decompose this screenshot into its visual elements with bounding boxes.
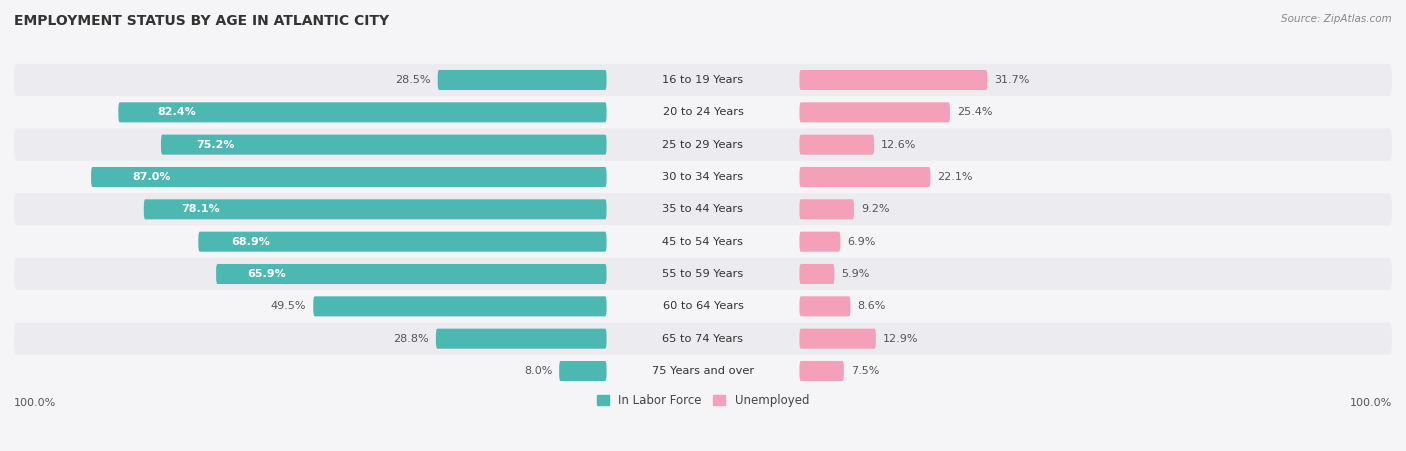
FancyBboxPatch shape: [560, 361, 606, 381]
Text: 55 to 59 Years: 55 to 59 Years: [662, 269, 744, 279]
Text: 8.0%: 8.0%: [524, 366, 553, 376]
Text: 25 to 29 Years: 25 to 29 Years: [662, 140, 744, 150]
FancyBboxPatch shape: [118, 102, 606, 122]
Text: 20 to 24 Years: 20 to 24 Years: [662, 107, 744, 117]
FancyBboxPatch shape: [800, 361, 844, 381]
Text: Source: ZipAtlas.com: Source: ZipAtlas.com: [1281, 14, 1392, 23]
FancyBboxPatch shape: [436, 329, 606, 349]
Text: 75.2%: 75.2%: [197, 140, 235, 150]
FancyBboxPatch shape: [14, 258, 1392, 290]
FancyBboxPatch shape: [14, 64, 1392, 96]
Text: 8.6%: 8.6%: [858, 301, 886, 311]
FancyBboxPatch shape: [437, 70, 606, 90]
Text: 60 to 64 Years: 60 to 64 Years: [662, 301, 744, 311]
Text: 22.1%: 22.1%: [938, 172, 973, 182]
Text: 31.7%: 31.7%: [994, 75, 1029, 85]
Text: 35 to 44 Years: 35 to 44 Years: [662, 204, 744, 214]
Text: 9.2%: 9.2%: [860, 204, 890, 214]
Text: 75 Years and over: 75 Years and over: [652, 366, 754, 376]
Text: 78.1%: 78.1%: [181, 204, 219, 214]
Text: 100.0%: 100.0%: [14, 397, 56, 408]
Text: 5.9%: 5.9%: [841, 269, 870, 279]
Text: 30 to 34 Years: 30 to 34 Years: [662, 172, 744, 182]
FancyBboxPatch shape: [14, 161, 1392, 193]
Text: 7.5%: 7.5%: [851, 366, 879, 376]
FancyBboxPatch shape: [800, 199, 853, 219]
FancyBboxPatch shape: [800, 264, 834, 284]
Text: 100.0%: 100.0%: [1350, 397, 1392, 408]
FancyBboxPatch shape: [800, 135, 875, 155]
FancyBboxPatch shape: [800, 167, 931, 187]
FancyBboxPatch shape: [217, 264, 606, 284]
Text: 12.6%: 12.6%: [882, 140, 917, 150]
FancyBboxPatch shape: [198, 232, 606, 252]
Text: 28.8%: 28.8%: [394, 334, 429, 344]
Text: 82.4%: 82.4%: [157, 107, 197, 117]
Text: 25.4%: 25.4%: [957, 107, 993, 117]
FancyBboxPatch shape: [14, 96, 1392, 129]
Legend: In Labor Force, Unemployed: In Labor Force, Unemployed: [592, 389, 814, 412]
FancyBboxPatch shape: [91, 167, 606, 187]
Text: EMPLOYMENT STATUS BY AGE IN ATLANTIC CITY: EMPLOYMENT STATUS BY AGE IN ATLANTIC CIT…: [14, 14, 389, 28]
FancyBboxPatch shape: [800, 70, 987, 90]
FancyBboxPatch shape: [800, 232, 841, 252]
FancyBboxPatch shape: [14, 290, 1392, 322]
Text: 68.9%: 68.9%: [231, 237, 270, 247]
Text: 49.5%: 49.5%: [271, 301, 307, 311]
FancyBboxPatch shape: [14, 129, 1392, 161]
FancyBboxPatch shape: [800, 329, 876, 349]
Text: 65 to 74 Years: 65 to 74 Years: [662, 334, 744, 344]
FancyBboxPatch shape: [314, 296, 606, 316]
Text: 87.0%: 87.0%: [132, 172, 170, 182]
FancyBboxPatch shape: [800, 102, 950, 122]
Text: 6.9%: 6.9%: [848, 237, 876, 247]
Text: 16 to 19 Years: 16 to 19 Years: [662, 75, 744, 85]
FancyBboxPatch shape: [14, 193, 1392, 226]
Text: 45 to 54 Years: 45 to 54 Years: [662, 237, 744, 247]
FancyBboxPatch shape: [800, 296, 851, 316]
FancyBboxPatch shape: [14, 226, 1392, 258]
FancyBboxPatch shape: [143, 199, 606, 219]
FancyBboxPatch shape: [14, 355, 1392, 387]
Text: 65.9%: 65.9%: [247, 269, 285, 279]
Text: 28.5%: 28.5%: [395, 75, 430, 85]
FancyBboxPatch shape: [162, 135, 606, 155]
FancyBboxPatch shape: [14, 322, 1392, 355]
Text: 12.9%: 12.9%: [883, 334, 918, 344]
